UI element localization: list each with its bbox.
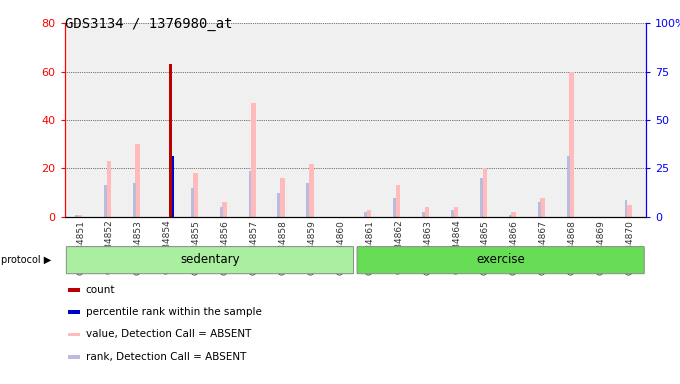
Bar: [133, 183, 136, 217]
Text: GDS3134 / 1376980_at: GDS3134 / 1376980_at: [65, 17, 232, 31]
Bar: [220, 207, 222, 217]
Bar: [193, 173, 198, 217]
Bar: [480, 178, 483, 217]
Bar: [169, 64, 171, 217]
Bar: [541, 198, 545, 217]
Bar: [75, 215, 78, 217]
Bar: [171, 156, 174, 217]
Bar: [509, 215, 512, 217]
Bar: [364, 212, 367, 217]
Bar: [393, 198, 396, 217]
Bar: [627, 205, 632, 217]
Bar: [625, 200, 628, 217]
Bar: [277, 193, 280, 217]
Text: rank, Detection Call = ABSENT: rank, Detection Call = ABSENT: [86, 352, 246, 362]
FancyBboxPatch shape: [357, 247, 644, 274]
Bar: [222, 202, 227, 217]
Bar: [566, 156, 570, 217]
Text: count: count: [86, 285, 115, 295]
Text: sedentary: sedentary: [180, 253, 240, 266]
Text: protocol ▶: protocol ▶: [1, 255, 52, 265]
Bar: [280, 178, 285, 217]
Bar: [249, 171, 252, 217]
Text: exercise: exercise: [476, 253, 525, 266]
Bar: [104, 185, 107, 217]
FancyBboxPatch shape: [67, 247, 354, 274]
Bar: [511, 212, 516, 217]
Bar: [425, 207, 429, 217]
Bar: [367, 210, 371, 217]
Text: value, Detection Call = ABSENT: value, Detection Call = ABSENT: [86, 329, 251, 339]
Bar: [396, 185, 401, 217]
Bar: [251, 103, 256, 217]
Bar: [483, 169, 487, 217]
Bar: [451, 210, 454, 217]
Bar: [309, 164, 313, 217]
Bar: [422, 212, 425, 217]
Bar: [135, 144, 140, 217]
Bar: [78, 215, 82, 217]
Text: percentile rank within the sample: percentile rank within the sample: [86, 307, 262, 317]
Bar: [454, 207, 458, 217]
Bar: [569, 71, 574, 217]
Bar: [190, 188, 194, 217]
Bar: [538, 202, 541, 217]
Bar: [107, 161, 111, 217]
Bar: [307, 183, 309, 217]
